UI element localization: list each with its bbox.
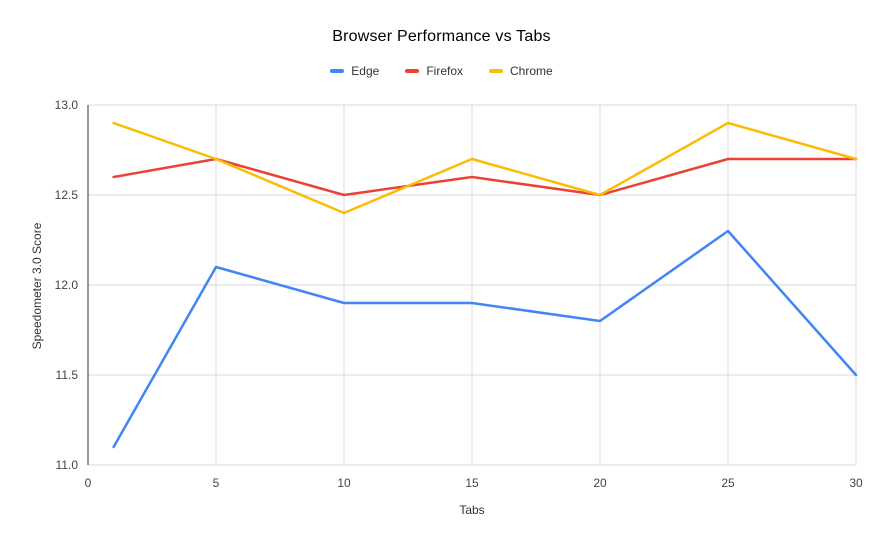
y-tick-label: 13.0 <box>55 98 79 112</box>
y-tick-label: 11.5 <box>56 368 79 382</box>
legend-label: Firefox <box>426 64 464 78</box>
x-tick-label: 15 <box>465 476 479 490</box>
x-tick-label: 20 <box>593 476 607 490</box>
series-line-firefox <box>112 157 858 197</box>
x-tick-label: 25 <box>721 476 735 490</box>
legend-label: Edge <box>351 64 380 78</box>
legend-swatch-icon <box>330 69 345 73</box>
legend-item-chrome: Chrome <box>489 64 553 78</box>
legend-label: Chrome <box>510 64 553 78</box>
series-line-chrome <box>112 121 858 215</box>
legend-swatch-icon <box>489 69 504 73</box>
y-axis-title: Speedometer 3.0 Score <box>30 222 44 350</box>
series-line-edge <box>112 229 858 449</box>
legend: Edge Firefox Chrome <box>0 64 883 78</box>
y-tick-label: 12.5 <box>55 188 79 202</box>
legend-item-edge: Edge <box>330 64 379 78</box>
y-tick-label: 12.0 <box>55 278 79 292</box>
x-axis-title: Tabs <box>459 503 485 517</box>
y-tick-label: 11.0 <box>56 458 79 472</box>
x-tick-label: 30 <box>849 476 863 490</box>
x-tick-label: 0 <box>85 476 92 490</box>
x-tick-label: 10 <box>337 476 351 490</box>
chart-title: Browser Performance vs Tabs <box>332 28 551 45</box>
legend-swatch-icon <box>405 69 420 73</box>
legend-item-firefox: Firefox <box>405 64 463 78</box>
x-tick-label: 5 <box>213 476 220 490</box>
